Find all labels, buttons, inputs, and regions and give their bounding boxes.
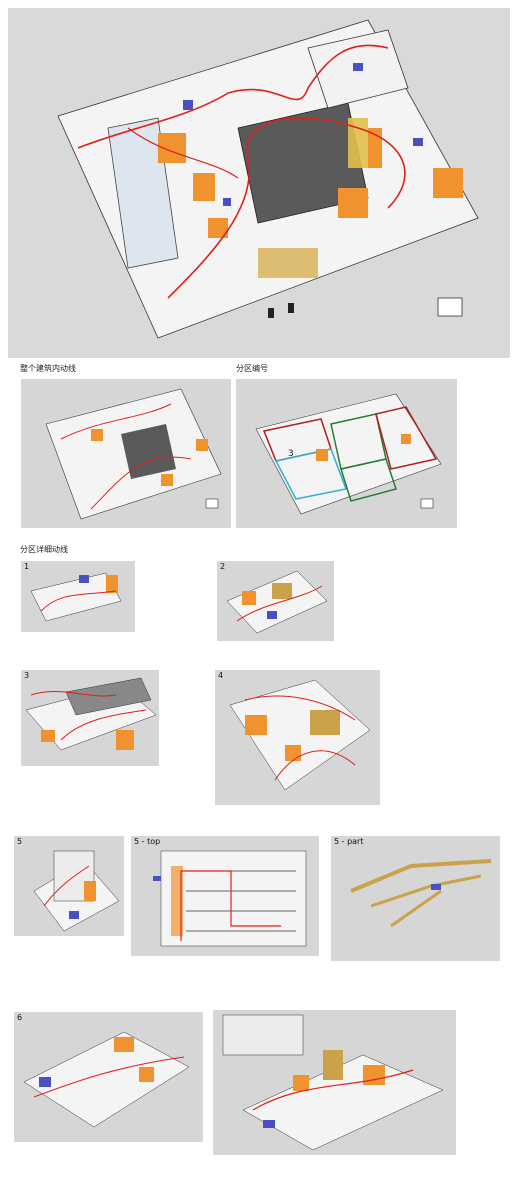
zone-5-part-number: 5 - part	[334, 837, 364, 846]
whole-building-thumbnail	[21, 379, 231, 528]
zone-5-panel: 5	[14, 836, 124, 936]
zone-7-panel	[213, 1010, 456, 1155]
zone-6-panel: 6	[14, 1012, 203, 1142]
zone-5-number: 5	[17, 837, 23, 846]
zone-5-part-panel: 5 - part	[331, 836, 500, 961]
caption-zone-numbers: 分区编号	[236, 364, 268, 373]
zone-2-panel: 2	[217, 561, 334, 641]
zone-3-number: 3	[24, 671, 30, 680]
overview-model	[57, 19, 479, 339]
caption-whole-building: 整个建筑内动线	[20, 364, 76, 373]
zone-5-top-panel: 5 - top	[131, 836, 319, 956]
zone-1-number: 1	[24, 562, 30, 571]
zone-1-panel: 1	[21, 561, 135, 632]
zone-label-3: 3	[288, 449, 294, 459]
zone-2-number: 2	[220, 562, 226, 571]
caption-zone-detail: 分区详细动线	[20, 545, 68, 554]
zone-6-number: 6	[17, 1013, 23, 1022]
main-overview-render	[8, 8, 510, 358]
zone-3-panel: 3	[21, 670, 159, 766]
zone-5-top-number: 5 - top	[134, 837, 161, 846]
zone-4-panel: 4	[215, 670, 380, 805]
zone-numbering-panel: 3	[236, 379, 457, 528]
zone-4-number: 4	[218, 671, 224, 680]
